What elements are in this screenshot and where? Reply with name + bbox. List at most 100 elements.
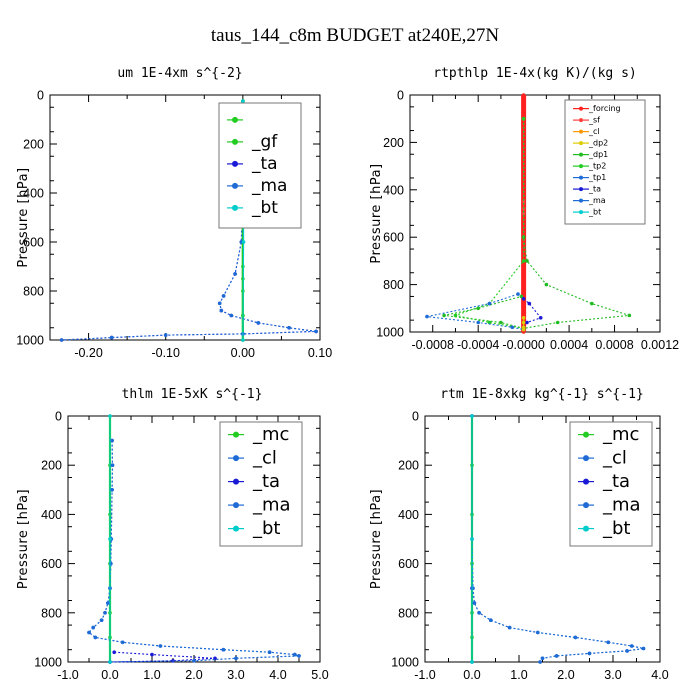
panel-title: um 1E-4xm s^{-2}	[117, 66, 242, 81]
data-point-tp1	[510, 325, 515, 330]
legend-entry: _ma	[588, 196, 606, 205]
legend-marker	[583, 478, 589, 485]
data-point-tp1	[425, 314, 429, 319]
y-tick-label: 600	[23, 236, 44, 250]
x-tick-label: -1.0	[414, 668, 436, 682]
data-point-ma	[287, 326, 291, 330]
legend-marker	[579, 175, 583, 180]
data-point-ta	[112, 650, 116, 654]
data-point-ma	[625, 649, 629, 653]
legend-entry: _ta	[251, 154, 278, 174]
x-tick-label: 5.0	[311, 668, 328, 682]
legend-entry: _bt	[588, 208, 601, 217]
legend-entry: _ta	[602, 471, 630, 492]
legend-marker	[579, 187, 583, 192]
y-axis-label: Pressure [hPa]	[16, 167, 31, 267]
legend-entry: _gf	[251, 132, 278, 152]
legend-entry: _bt	[251, 198, 278, 218]
legend-entry: _cl	[602, 448, 627, 469]
legend-box	[569, 421, 653, 547]
x-tick-label: 0.0004	[550, 338, 588, 352]
chart-panel-3: thlm 1E-5xK s^{-1} Pressure [hPa] 0 200 400 6…	[16, 387, 329, 682]
legend-entry: _mc	[252, 424, 289, 445]
legend-entry: _cl	[588, 127, 600, 136]
data-point-forcing	[521, 93, 526, 97]
legend-marker	[232, 138, 238, 145]
legend-entry: _tp1	[588, 173, 606, 182]
data-point-ta	[521, 297, 526, 301]
series-group	[425, 93, 632, 334]
legend-marker	[583, 431, 589, 438]
legend-marker	[579, 198, 583, 203]
data-point-ma	[217, 301, 222, 306]
y-tick-label: 0	[55, 410, 62, 424]
legend-marker	[579, 141, 583, 146]
data-point-tp2	[521, 259, 526, 263]
series-line-ma	[61, 119, 317, 341]
data-point-ma	[314, 329, 318, 334]
legend-marker	[233, 478, 239, 485]
data-point-tp2	[487, 320, 492, 325]
data-point-ma	[99, 618, 104, 622]
x-tick-label: -0.20	[74, 346, 103, 360]
data-point-bt	[241, 338, 245, 342]
legend-entry: _ma	[602, 495, 641, 516]
y-tick-label: 800	[398, 606, 419, 620]
data-point-dp1	[627, 313, 632, 318]
figure-title: taus_144_c8m BUDGET at240E,27N	[211, 25, 500, 46]
y-tick-label: 0	[397, 89, 404, 103]
chart-panel-2: rtpthlp 1E-4x(kg K)/(kg s) Pressure [hPa]…	[369, 66, 679, 352]
legend-marker	[233, 502, 239, 509]
x-tick-label: 0.10	[308, 346, 332, 360]
data-point-ma	[87, 630, 91, 635]
data-point-ma	[641, 646, 646, 651]
data-point-ma	[59, 338, 64, 342]
y-tick-label: 600	[398, 557, 419, 571]
data-point-ma	[110, 463, 115, 468]
data-point-ta	[525, 320, 529, 325]
y-tick-label: 800	[23, 285, 44, 299]
data-point-dp1	[519, 294, 524, 299]
data-point-bt	[241, 240, 246, 244]
data-point-ma	[256, 321, 261, 325]
data-point-ma	[293, 652, 297, 657]
x-tick-label: 4.0	[651, 668, 668, 682]
legend-marker	[232, 116, 238, 123]
y-tick-label: 600	[41, 557, 62, 571]
legend-entry: _sf	[588, 116, 600, 125]
panel-title: thlm 1E-5xK s^{-1}	[122, 387, 263, 402]
legend-marker	[579, 210, 583, 215]
chart-panel-4: rtm 1E-8xkg kg^{-1} s^{-1} Pressure [hPa]…	[369, 387, 669, 682]
data-point-ma	[234, 656, 238, 661]
data-point-ta	[527, 301, 532, 306]
data-point-ma	[489, 618, 493, 622]
data-point-ma	[507, 625, 512, 630]
data-point-ma	[587, 651, 592, 656]
legend-marker	[583, 502, 589, 509]
y-tick-label: 400	[383, 183, 404, 197]
data-point-bt	[470, 414, 474, 418]
x-tick-label: 3.0	[227, 668, 244, 682]
data-point-dp1	[521, 235, 526, 239]
data-point-ta	[150, 652, 154, 657]
x-tick-label: -0.0008	[412, 338, 454, 352]
x-tick-label: -0.0004	[457, 338, 499, 352]
legend: _forcing _sf _cl _dp2 _dp1 _tp2 _tp1 _ta _ma _bt	[564, 99, 646, 225]
legend-entry: _mc	[602, 424, 639, 445]
y-tick-label: 0	[412, 410, 419, 424]
x-tick-label: 4.0	[269, 668, 286, 682]
data-point-ma	[233, 272, 237, 276]
x-tick-label: 0.0008	[595, 338, 633, 352]
legend-marker	[232, 182, 238, 189]
data-point-ma	[91, 625, 95, 630]
legend: _gf_ta_ma_bt	[218, 102, 302, 229]
legend-entry: _dp2	[588, 139, 608, 148]
y-axis-label: Pressure [hPa]	[369, 163, 384, 263]
data-point-tp2	[453, 313, 458, 318]
data-point-dp2	[521, 320, 526, 325]
data-point-sf	[521, 207, 526, 211]
data-point-ma	[106, 601, 110, 605]
x-tick-label: 2.0	[557, 668, 574, 682]
data-point-ma	[221, 294, 226, 298]
